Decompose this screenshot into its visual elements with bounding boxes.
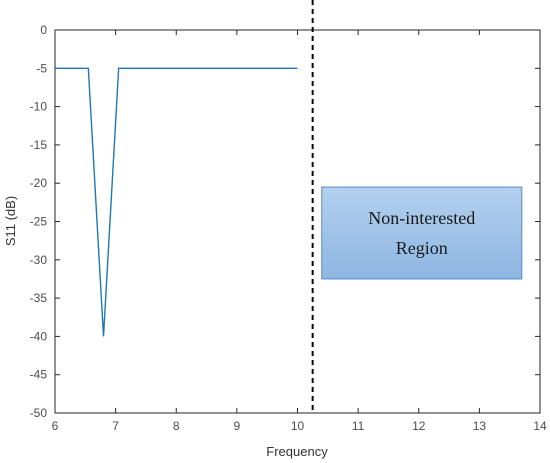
x-tick-label: 8 (173, 419, 180, 433)
x-tick-label: 9 (234, 419, 241, 433)
y-tick-label: -5 (36, 61, 47, 75)
x-tick-label: 7 (112, 419, 119, 433)
y-tick-label: -15 (30, 138, 48, 152)
y-tick-label: -40 (30, 329, 48, 343)
annotations: Non-interested Region (311, 0, 523, 413)
x-tick-label: 6 (52, 419, 59, 433)
y-tick-label: 0 (40, 23, 47, 37)
y-tick-label: -20 (30, 176, 48, 190)
region-box (321, 186, 523, 280)
region-label: Region (396, 238, 448, 258)
x-tick-label: 11 (352, 419, 365, 433)
series-layer (55, 67, 298, 337)
region-label: Non-interested (368, 208, 475, 228)
y-tick-label: -35 (30, 291, 48, 305)
y-tick-label: -45 (30, 368, 48, 382)
y-tick-label: -25 (30, 215, 48, 229)
x-tick-label: 12 (412, 419, 426, 433)
y-axis-ticks: 0 -5 -10 -15 -20 -25 -30 -35 -40 -45 -50 (30, 23, 540, 420)
y-tick-label: -50 (30, 406, 48, 420)
x-tick-label: 13 (473, 419, 487, 433)
series-line (55, 67, 298, 337)
x-tick-label: 14 (533, 419, 547, 433)
x-axis-ticks: 6 7 8 9 10 11 12 13 14 (52, 30, 547, 433)
y-axis-label: S11 (dB) (3, 196, 18, 246)
x-axis-label: Frequency (266, 444, 328, 459)
y-tick-label: -10 (30, 100, 48, 114)
x-tick-label: 10 (291, 419, 305, 433)
y-tick-label: -30 (30, 253, 48, 267)
